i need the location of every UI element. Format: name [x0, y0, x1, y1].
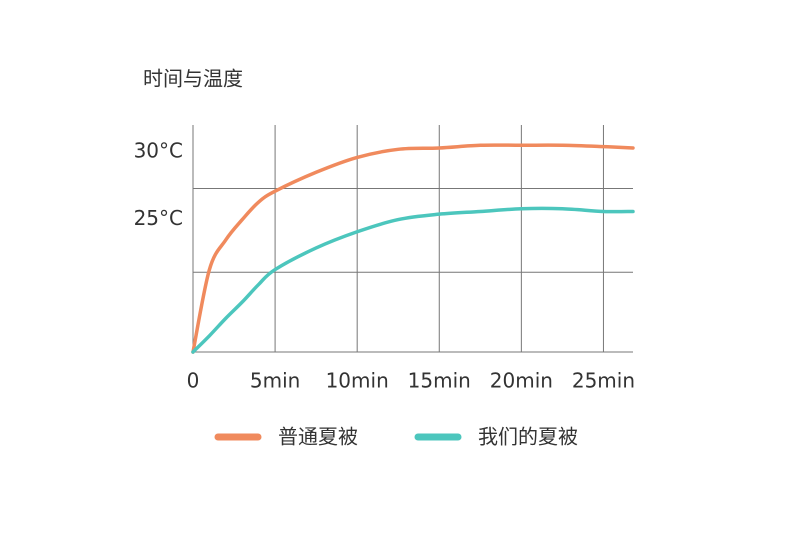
series-line: [191, 143, 635, 354]
y-tick-label: 25°C: [134, 206, 183, 230]
chart-title: 时间与温度: [143, 67, 243, 91]
x-tick-label: 5min: [250, 369, 300, 393]
legend-label: 我们的夏被: [478, 425, 578, 449]
x-tick-label: 20min: [490, 369, 553, 393]
x-tick-label: 25min: [572, 369, 635, 393]
x-tick-label: 10min: [326, 369, 389, 393]
x-tick-label: 0: [187, 369, 200, 393]
series-line: [191, 206, 635, 354]
y-tick-label: 30°C: [134, 139, 183, 163]
legend-label: 普通夏被: [278, 425, 358, 449]
x-tick-label: 15min: [408, 369, 471, 393]
